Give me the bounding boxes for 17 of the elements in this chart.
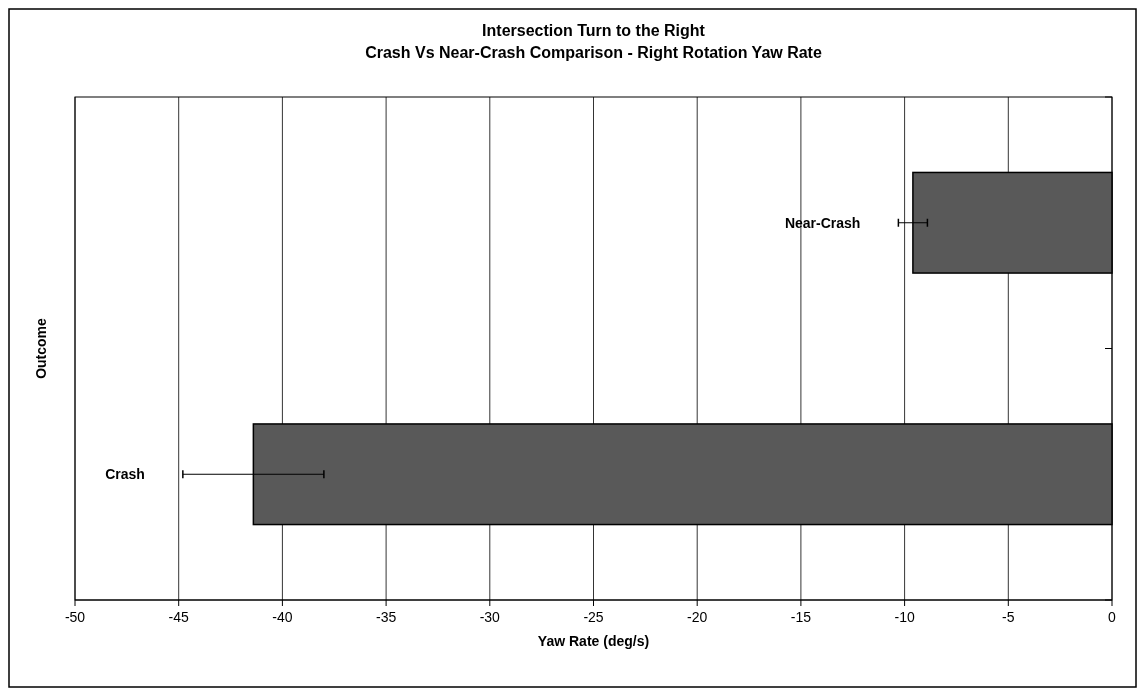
x-tick-label: -35 [375,609,397,625]
y-tick-label: Crash [105,466,145,483]
chart-subtitle: Crash Vs Near-Crash Comparison - Right Rotation Yaw Rate [365,44,822,61]
x-tick-label: -25 [583,609,604,625]
y-tick-label: Near-Crash [784,214,861,231]
chart-title: Intersection Turn to the Right [482,22,706,39]
x-tick-label: 0 [1108,609,1117,625]
x-tick-label: -45 [168,609,190,625]
x-tick-label: -10 [894,609,915,625]
x-tick-label: -15 [790,609,812,625]
y-axis-title: Outcome [33,317,49,379]
x-tick-label: -30 [479,609,501,625]
x-tick-label: -40 [272,609,293,625]
x-tick-label: -20 [687,609,708,625]
x-tick-label: -5 [1002,609,1015,625]
x-axis-title: Yaw Rate (deg/s) [537,633,650,649]
x-tick-label: -50 [64,609,86,625]
